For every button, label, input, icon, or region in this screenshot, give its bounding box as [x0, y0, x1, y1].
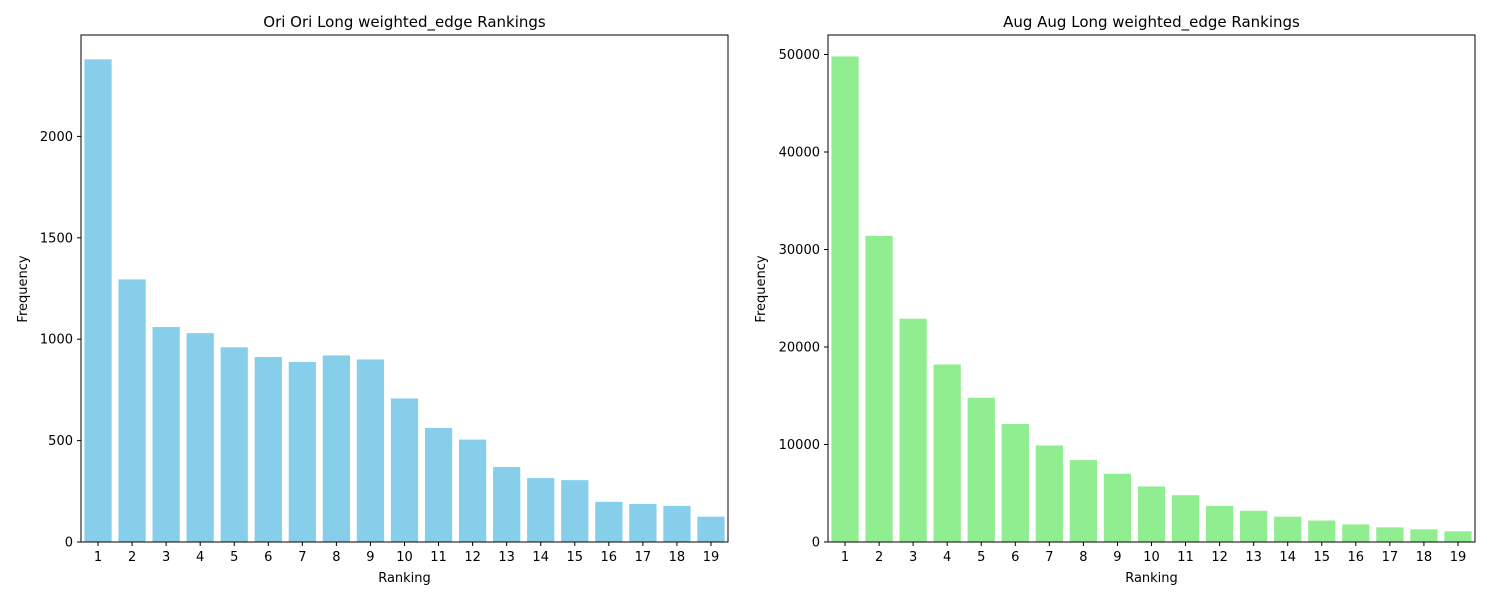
x-tick-label: 14: [1279, 550, 1296, 565]
bar: [1444, 531, 1472, 542]
bar: [493, 466, 521, 542]
chart-title: Ori Ori Long weighted_edge Rankings: [263, 13, 546, 32]
x-tick-label: 2: [875, 550, 883, 565]
y-tick-label: 2000: [40, 130, 73, 145]
bar: [1103, 473, 1132, 542]
bar: [254, 357, 282, 542]
bar: [186, 333, 214, 542]
x-tick-label: 14: [532, 550, 549, 565]
x-axis-label: Ranking: [378, 571, 431, 586]
y-tick-label: 20000: [779, 341, 820, 356]
chart-panel-ori: Ori Ori Long weighted_edge Rankings Rank…: [16, 13, 729, 586]
y-tick-label: 30000: [779, 243, 820, 258]
bar: [1069, 460, 1098, 542]
bar: [118, 279, 146, 542]
x-tick-label: 7: [1045, 550, 1053, 565]
bar: [1308, 520, 1336, 542]
y-axis-label: Frequency: [16, 255, 31, 322]
y-tick-label: 0: [65, 536, 73, 551]
x-axis-label: Ranking: [1125, 571, 1178, 586]
x-tick-label: 8: [1079, 550, 1087, 565]
bar: [561, 480, 589, 542]
y-tick-label: 500: [48, 434, 73, 449]
x-tick-label: 5: [230, 550, 238, 565]
y-tick-label: 0: [812, 536, 820, 551]
bar: [663, 505, 691, 542]
x-tick-label: 19: [1450, 550, 1467, 565]
x-tick-label: 10: [396, 550, 413, 565]
x-tick-label: 11: [430, 550, 447, 565]
bar: [1240, 510, 1268, 542]
bar: [1342, 524, 1370, 542]
bar: [1137, 486, 1166, 542]
bar: [322, 355, 351, 542]
x-tick-label: 3: [162, 550, 170, 565]
y-tick-label: 10000: [779, 438, 820, 453]
x-tick-label: 13: [498, 550, 515, 565]
bar: [1035, 445, 1063, 542]
x-tick-label: 17: [1382, 550, 1399, 565]
x-tick-label: 4: [196, 550, 204, 565]
y-axis-label: Frequency: [754, 255, 769, 322]
x-tick-label: 15: [1313, 550, 1330, 565]
bar: [527, 478, 555, 542]
bar: [865, 235, 893, 542]
x-tick-label: 12: [1211, 550, 1228, 565]
bar: [1410, 529, 1438, 542]
x-tick-label: 16: [1348, 550, 1365, 565]
bar: [288, 361, 316, 542]
bars: [84, 59, 725, 542]
x-tick-label: 11: [1177, 550, 1194, 565]
x-tick-label: 16: [601, 550, 618, 565]
bar: [831, 56, 859, 542]
bar: [424, 428, 453, 542]
chart-title: Aug Aug Long weighted_edge Rankings: [1003, 13, 1300, 32]
x-tick-label: 7: [298, 550, 306, 565]
bar: [1205, 505, 1234, 542]
bar: [152, 327, 180, 542]
bar: [1171, 495, 1200, 542]
x-tick-label: 15: [566, 550, 583, 565]
x-tick-label: 13: [1245, 550, 1262, 565]
bar: [356, 359, 385, 542]
bar: [1376, 527, 1404, 542]
x-tick-label: 10: [1143, 550, 1160, 565]
x-tick-label: 12: [464, 550, 481, 565]
y-tick-label: 50000: [779, 48, 820, 63]
x-tick-label: 9: [366, 550, 374, 565]
bar: [967, 397, 995, 542]
x-tick-label: 8: [332, 550, 340, 565]
bar: [390, 398, 419, 542]
bar: [629, 503, 657, 542]
x-tick-label: 2: [128, 550, 136, 565]
bar: [1274, 516, 1302, 542]
y-tick-label: 1000: [40, 333, 73, 348]
y-tick-label: 40000: [779, 146, 820, 161]
x-tick-label: 1: [94, 550, 102, 565]
x-tick-label: 6: [1011, 550, 1019, 565]
chart-panel-aug: Aug Aug Long weighted_edge Rankings Rank…: [754, 13, 1476, 586]
bars: [831, 56, 1472, 542]
x-tick-label: 9: [1113, 550, 1121, 565]
x-tick-label: 6: [264, 550, 272, 565]
x-tick-label: 18: [669, 550, 686, 565]
bar: [697, 516, 725, 542]
x-tick-label: 1: [841, 550, 849, 565]
y-tick-label: 1500: [40, 231, 73, 246]
x-tick-label: 18: [1416, 550, 1433, 565]
bar: [84, 59, 112, 542]
bar: [1001, 424, 1029, 542]
bar: [933, 364, 961, 542]
bar: [595, 501, 623, 542]
bar: [220, 347, 248, 542]
bar: [899, 318, 927, 542]
bar: [458, 439, 487, 542]
x-tick-label: 5: [977, 550, 985, 565]
x-tick-label: 3: [909, 550, 917, 565]
x-tick-label: 19: [703, 550, 720, 565]
x-tick-label: 4: [943, 550, 951, 565]
x-tick-label: 17: [635, 550, 652, 565]
